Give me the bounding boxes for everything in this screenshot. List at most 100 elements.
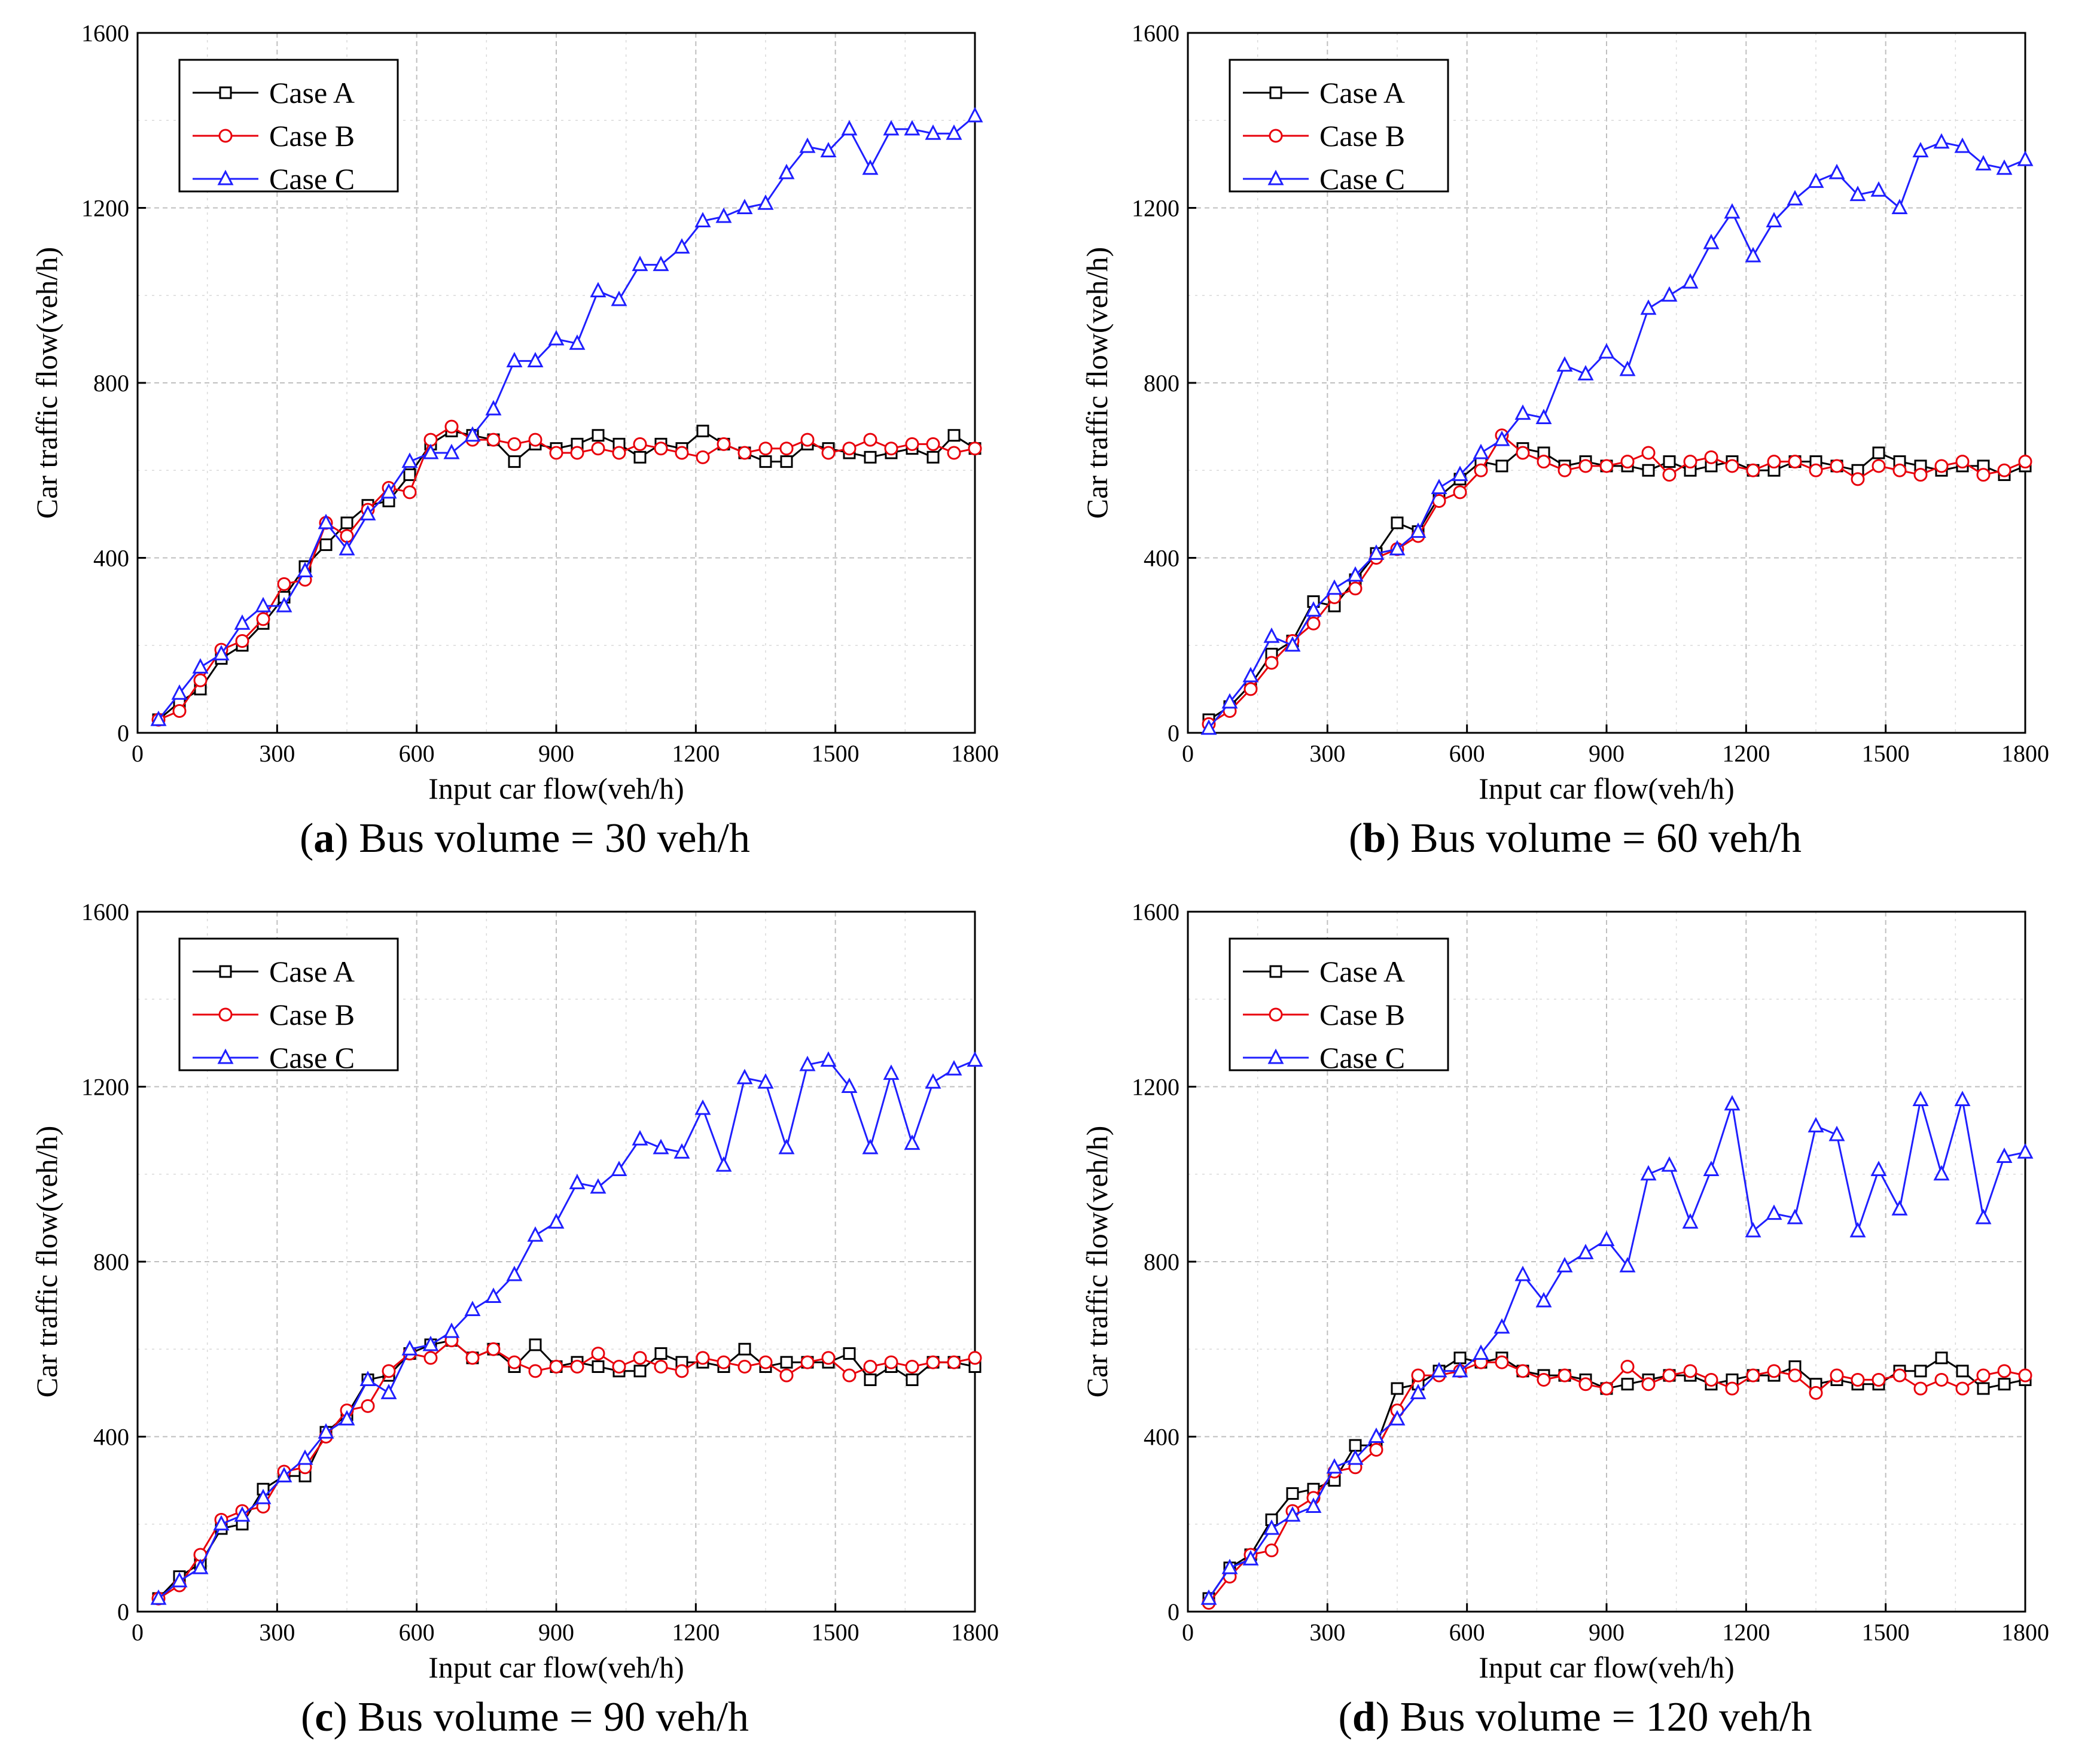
data-point <box>926 1355 940 1369</box>
data-point <box>1284 636 1301 652</box>
data-point <box>1912 142 1929 157</box>
legend-label: Case A <box>1319 955 1405 988</box>
data-point <box>318 513 334 529</box>
y-axis-label: Car traffic flow(veh/h) <box>30 247 63 519</box>
caption-letter: a <box>313 815 335 861</box>
data-point <box>380 1384 397 1399</box>
x-tick-label: 600 <box>1449 740 1485 767</box>
legend-marker <box>1269 129 1283 143</box>
data-point <box>1767 455 1781 469</box>
legend-label: Case C <box>269 162 355 196</box>
data-point <box>1431 479 1447 494</box>
data-point <box>1577 365 1594 380</box>
data-point <box>780 1356 793 1369</box>
data-point <box>569 334 586 350</box>
x-tick-label: 1800 <box>2001 740 2049 767</box>
data-point <box>570 1360 584 1374</box>
legend-marker <box>1269 86 1282 99</box>
y-tick-label: 1200 <box>81 1074 129 1101</box>
series-line <box>158 1339 976 1600</box>
data-point <box>1934 459 1949 473</box>
data-point <box>1516 446 1530 460</box>
legend-label: Case B <box>1319 998 1405 1031</box>
data-point <box>1704 1372 1718 1387</box>
data-point <box>1369 1442 1383 1457</box>
data-point <box>947 429 961 442</box>
data-point <box>507 1355 522 1369</box>
data-point <box>947 446 961 460</box>
data-point <box>737 446 752 460</box>
data-point <box>464 1301 481 1316</box>
ticks: 0 300 600 900 1200 1500 1800 0 400 800 1200 1600 <box>1132 20 2049 767</box>
data-point <box>715 1156 732 1172</box>
x-axis-label: Input car flow(veh/h) <box>1479 772 1735 805</box>
legend-item: Case C <box>1243 162 1405 196</box>
data-point <box>653 1138 669 1155</box>
data-point <box>654 1347 668 1360</box>
ticks: 0 300 600 900 1200 1500 1800 0 400 800 1200 1600 <box>81 20 999 767</box>
data-point <box>1956 1365 1969 1378</box>
data-point <box>361 1399 375 1413</box>
data-point <box>1872 1372 1886 1387</box>
data-point <box>780 455 793 468</box>
data-point <box>1305 601 1322 617</box>
data-point <box>1599 1381 1614 1396</box>
data-point <box>382 1364 396 1378</box>
data-point <box>905 437 919 451</box>
data-point <box>1954 137 1971 153</box>
legend-marker <box>1269 965 1282 978</box>
legend-box <box>1229 937 1449 1071</box>
data-point <box>1912 1091 1929 1106</box>
data-point <box>841 120 858 136</box>
chart-c: 0 300 600 900 1200 1500 1800 0 400 800 1200 1600 Inp… <box>30 899 999 1684</box>
legend: Case A Case B Case C <box>178 937 399 1074</box>
data-point <box>1704 450 1718 464</box>
data-point <box>800 1355 815 1369</box>
data-point <box>862 1138 879 1155</box>
data-point <box>1955 455 1970 469</box>
data-point <box>1788 1368 1802 1383</box>
series-line <box>157 1339 976 1600</box>
legend-box <box>1229 59 1449 193</box>
data-point <box>1410 1384 1427 1399</box>
data-point <box>276 1467 292 1482</box>
x-tick-label: 1200 <box>1722 1619 1770 1646</box>
data-point <box>736 199 753 214</box>
data-point <box>1872 446 1885 459</box>
data-point <box>1787 1208 1803 1225</box>
data-point <box>1661 286 1678 302</box>
data-point <box>1725 459 1739 473</box>
x-tick-label: 300 <box>1309 1619 1345 1646</box>
series-line <box>1208 1099 2026 1599</box>
panel-b: 0 300 600 900 1200 1500 1800 0 400 800 1200 1600 Inp… <box>1050 0 2100 878</box>
data-point <box>1724 1095 1741 1111</box>
data-point <box>1221 1558 1238 1575</box>
legend-item: Case B <box>193 998 355 1031</box>
data-point <box>633 1351 647 1365</box>
x-tick-label: 0 <box>1182 740 1194 767</box>
caption-d: (d) Bus volume = 120 veh/h <box>1338 1694 1812 1740</box>
chart-d: 0 300 600 900 1200 1500 1800 0 400 800 1200 1600 Inp… <box>1080 899 2049 1684</box>
data-point <box>946 124 962 140</box>
legend: Case A Case B Case C <box>178 59 399 196</box>
data-point <box>1683 455 1697 469</box>
data-point <box>443 443 460 459</box>
data-point <box>1998 1378 2011 1391</box>
data-point <box>1558 463 1572 477</box>
data-point <box>1809 463 1823 477</box>
data-point <box>1662 468 1677 482</box>
data-point <box>1870 181 1887 197</box>
data-point <box>1473 1344 1489 1360</box>
data-point <box>612 1360 626 1374</box>
x-tick-label: 900 <box>538 1619 574 1646</box>
data-point <box>884 441 898 456</box>
data-point <box>675 1364 689 1378</box>
data-point <box>905 1360 919 1374</box>
data-point <box>1453 1351 1467 1365</box>
data-point <box>1975 155 1992 170</box>
data-point <box>256 612 270 626</box>
data-point <box>1619 360 1636 376</box>
x-axis-label: Input car flow(veh/h) <box>428 772 684 805</box>
data-point <box>235 634 249 648</box>
